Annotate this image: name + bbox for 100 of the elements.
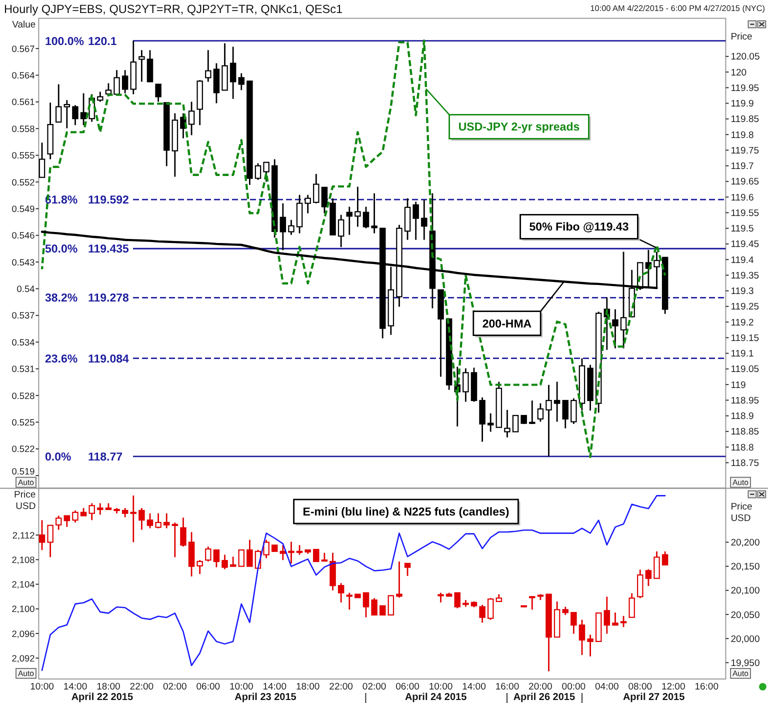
candlestick: [263, 539, 270, 559]
candlestick: [163, 512, 170, 529]
candlestick: [88, 502, 95, 521]
candlestick: [371, 597, 378, 616]
x-tick-label: 10:00: [428, 682, 453, 692]
candlestick: [64, 515, 70, 528]
candlestick: [146, 49, 154, 82]
y2-tick-label: 20,150: [730, 562, 760, 573]
x-tick-label: 16:00: [495, 682, 520, 692]
y2-tick-label: 119.35: [730, 270, 760, 282]
y2-tick-label: 118.75: [730, 458, 760, 469]
ref-line-label: 100.0% 120.1: [45, 36, 118, 48]
candlestick: [97, 502, 104, 516]
x-tick-label: 10:00: [30, 682, 54, 692]
candlestick: [64, 99, 70, 130]
x-tick-label: 22:00: [329, 682, 353, 692]
y-axis-title: Value: [12, 19, 36, 30]
chart-subtitle: 10:00 AM 4/22/2015 - 6:00 PM 4/27/2015 (NYC): [590, 4, 766, 13]
y-tick-label: 0.558: [12, 124, 35, 134]
x-tick-label: 04:00: [595, 682, 619, 692]
candlestick: [180, 516, 186, 548]
candlestick: [122, 507, 128, 518]
ref-line-label: 23.6% 119.084: [45, 353, 130, 366]
candlestick: [362, 592, 370, 618]
line-series: [41, 495, 666, 672]
candlestick: [72, 104, 78, 126]
y2-tick-label: 19,950: [730, 658, 760, 669]
x-tick-label: 02:00: [163, 682, 187, 692]
y-tick-label: 0.546: [12, 230, 35, 241]
candlestick: [288, 541, 294, 564]
y-axis-title: Price USD: [14, 489, 36, 512]
y-tick-label: 0.537: [12, 310, 35, 321]
y2-tick-label: 20,050: [730, 610, 760, 621]
y-tick-label: 0.531: [12, 364, 35, 374]
candlestick: [346, 592, 353, 610]
x-tick-label: 08:00: [628, 682, 652, 692]
y2-tick-label: 119.85: [730, 114, 760, 126]
candlestick: [230, 556, 236, 568]
candlestick: [438, 592, 444, 604]
y-tick-label: 0.564: [12, 70, 35, 81]
candlestick: [654, 550, 660, 580]
candlestick: [97, 91, 104, 102]
candlestick: [254, 162, 262, 181]
candlestick: [172, 522, 178, 558]
candlestick: [296, 194, 303, 234]
text: April 27 2015: [622, 692, 686, 703]
candlestick: [55, 84, 62, 123]
y-tick-label: 2,104: [12, 580, 35, 590]
candlestick: [138, 507, 145, 530]
y2-tick-label: 119.6: [730, 192, 754, 204]
y-tick-label: 0.552: [12, 177, 35, 188]
candlestick: [529, 596, 536, 610]
candlestick: [604, 596, 610, 634]
candlestick: [55, 515, 62, 530]
text: April 22 2015: [71, 692, 134, 703]
candlestick: [562, 400, 568, 430]
candlestick: [338, 214, 344, 248]
y2-tick-label: 119.05: [730, 364, 760, 376]
candlestick: [280, 544, 286, 561]
candlestick: [512, 414, 519, 432]
annotation: E-mini (blu line) & N225 futs (candles): [302, 506, 510, 518]
candlestick: [196, 559, 203, 575]
y2-tick-label: 119.7: [730, 161, 754, 172]
y2-tick-label: 119.25: [730, 302, 760, 313]
y2-tick-label: 119.15: [730, 332, 760, 344]
text: 0.0% 118.77: [45, 451, 123, 464]
x-tick-label: 18:00: [96, 682, 120, 692]
candlestick: [122, 69, 128, 94]
candlestick: [570, 398, 577, 425]
candlestick: [487, 412, 494, 432]
candlestick: [454, 592, 460, 609]
candlestick: [321, 186, 328, 214]
candlestick: [412, 201, 419, 241]
text: April 24 2015: [404, 692, 468, 703]
y2-tick-label: 118.8: [730, 442, 754, 454]
y2-tick-label: 119.1: [730, 348, 754, 360]
candlestick: [379, 605, 386, 616]
candlestick: [72, 510, 78, 524]
y-tick-label: 0.561: [12, 97, 35, 108]
y2-tick-label: 119.55: [730, 208, 760, 219]
y-tick-label: 0.567: [12, 44, 35, 54]
y2-tick-label: 119.95: [730, 82, 760, 94]
candlestick: [222, 554, 228, 570]
chart-title: Hourly QJPY=EBS, QUS2YT=RR, QJP2YT=TR, QNKc1, QESc1: [4, 2, 343, 16]
text: USD-JPY 2-yr spreads: [458, 122, 580, 134]
y2-tick-label: 120: [730, 67, 747, 78]
candlestick: [554, 381, 560, 422]
ref-line-label: 61.8% 119.592: [45, 194, 129, 207]
y2-tick-label: 118.95: [730, 395, 760, 406]
candlestick: [462, 368, 469, 402]
y2-tick-label: 119.45: [730, 239, 760, 250]
y2-tick-label: 119: [730, 380, 746, 391]
candlestick: [146, 512, 154, 529]
x-tick-label: 14:00: [262, 682, 286, 692]
y2-tick-label: 119.75: [730, 145, 760, 156]
ref-line-label: 50.0% 119.435: [45, 244, 130, 256]
candlestick: [238, 72, 245, 91]
x-tick-label: 16:00: [694, 682, 718, 692]
x-tick-label: 00:00: [562, 682, 586, 692]
y-tick-label: 0.522: [12, 444, 35, 454]
